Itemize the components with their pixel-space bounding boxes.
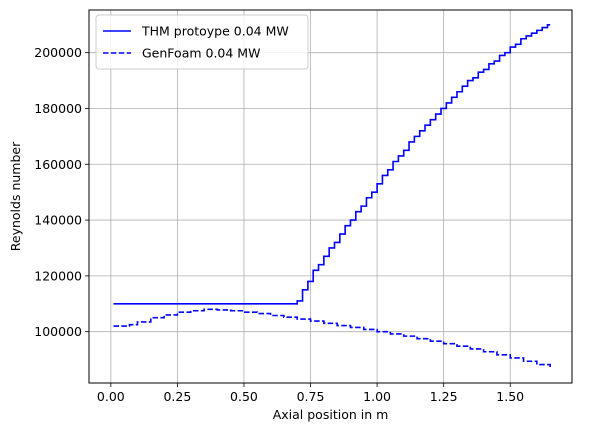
y-tick-label: 180000 (34, 101, 82, 116)
series-layer (113, 23, 551, 368)
y-tick-label: 200000 (34, 45, 82, 60)
y-tick-label: 100000 (34, 324, 82, 339)
legend-label-genfoam: GenFoam 0.04 MW (142, 46, 260, 61)
legend-label-thm: THM protoype 0.04 MW (141, 24, 289, 39)
y-tick-label: 160000 (34, 157, 82, 172)
legend: THM protoype 0.04 MW GenFoam 0.04 MW (95, 14, 309, 70)
y-axis: 100000 120000 140000 160000 180000 200000 (34, 45, 89, 339)
genfoam-series-line (113, 308, 551, 368)
x-tick-label: 1.00 (363, 389, 391, 404)
legend-box (95, 14, 309, 70)
x-tick-label: 0.25 (163, 389, 191, 404)
x-tick-label: 0.75 (297, 389, 325, 404)
x-tick-label: 1.50 (496, 389, 524, 404)
y-axis-label: Reynolds number (8, 141, 23, 251)
y-tick-label: 120000 (34, 268, 82, 283)
x-tick-label: 1.25 (430, 389, 458, 404)
plot-frame (88, 9, 573, 384)
x-tick-label: 0.00 (97, 389, 125, 404)
x-tick-label: 0.50 (230, 389, 258, 404)
thm-series-line (113, 23, 551, 305)
x-axis: 0.00 0.25 0.50 0.75 1.00 1.25 1.50 (97, 383, 524, 404)
grid-lines (89, 10, 572, 383)
y-tick-label: 140000 (34, 213, 82, 228)
x-axis-label: Axial position in m (273, 407, 389, 422)
